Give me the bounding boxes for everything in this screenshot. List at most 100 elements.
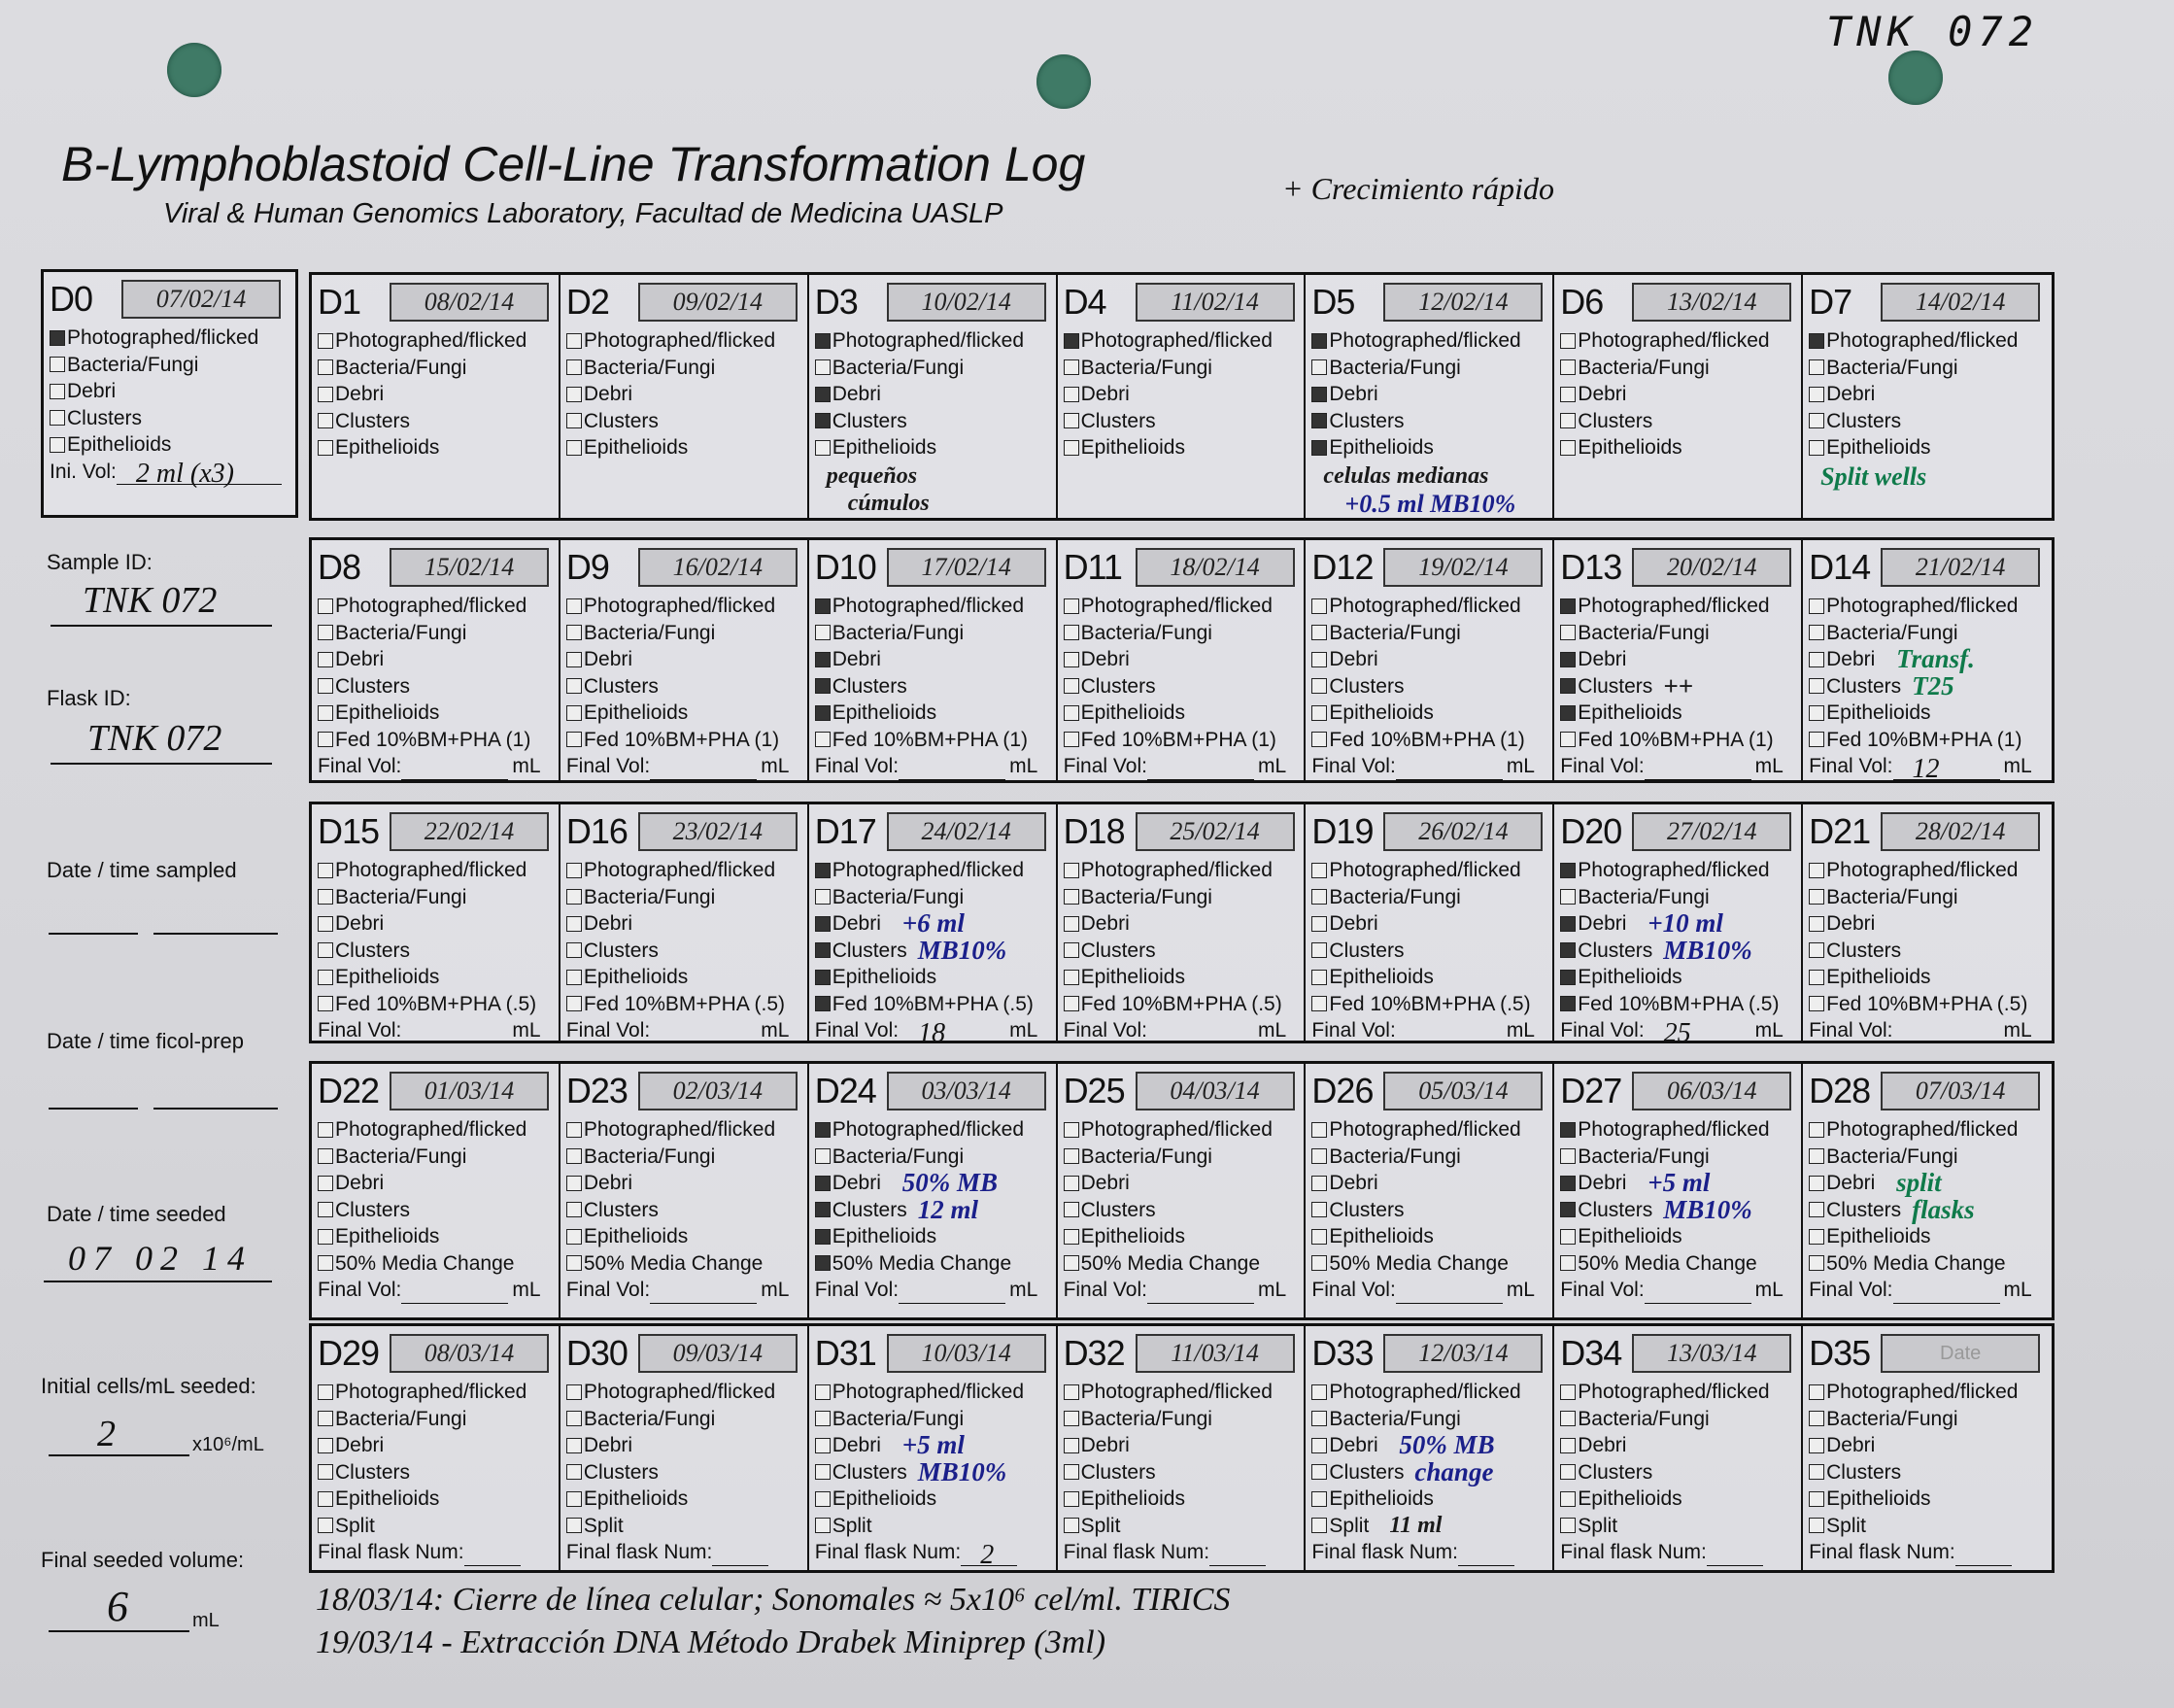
checklist-item[interactable]: Epithelioids bbox=[814, 434, 1052, 461]
final-input[interactable] bbox=[1209, 1548, 1267, 1566]
checklist-item[interactable]: Bacteria/Fungi bbox=[565, 884, 803, 911]
checkbox[interactable] bbox=[1063, 625, 1079, 641]
checklist-item[interactable]: Bacteria/Fungi bbox=[1311, 1406, 1548, 1433]
checkbox[interactable] bbox=[1560, 625, 1577, 641]
checklist-item[interactable]: Debri bbox=[1063, 1432, 1301, 1459]
checked-checkbox[interactable] bbox=[1560, 996, 1577, 1012]
checklist-item[interactable]: Bacteria/Fungi bbox=[814, 1406, 1052, 1433]
checkbox[interactable] bbox=[1311, 969, 1328, 985]
checkbox[interactable] bbox=[814, 1411, 831, 1427]
checklist-item[interactable]: Bacteria/Fungi bbox=[50, 352, 291, 379]
checklist-item[interactable]: Clusters bbox=[1063, 938, 1301, 965]
checklist-item[interactable]: Split bbox=[1809, 1513, 2048, 1540]
checked-checkbox[interactable] bbox=[1560, 969, 1577, 985]
checklist-item[interactable]: Bacteria/Fungi bbox=[1063, 620, 1301, 647]
final-input[interactable] bbox=[650, 1026, 757, 1042]
checklist-item[interactable]: Clusters bbox=[1809, 938, 2048, 965]
checklist-item[interactable]: Fed 10%BM+PHA (1) bbox=[565, 727, 803, 754]
checkbox[interactable] bbox=[1063, 1255, 1079, 1272]
checklist-item[interactable]: Debri bbox=[50, 378, 291, 405]
final-input[interactable] bbox=[1147, 1026, 1254, 1042]
checkbox[interactable] bbox=[814, 1490, 831, 1507]
checklist-item[interactable]: Debri bbox=[565, 646, 803, 673]
checklist-item[interactable]: Photographed/flicked bbox=[814, 857, 1052, 884]
checkbox[interactable] bbox=[1809, 678, 1825, 695]
checklist-item[interactable]: Photographed/flicked bbox=[565, 1379, 803, 1406]
initial-volume-value[interactable]: 2 ml (x3) bbox=[135, 459, 234, 489]
checkbox[interactable] bbox=[1560, 889, 1577, 905]
checklist-item[interactable]: Debri bbox=[1311, 646, 1548, 673]
checkbox[interactable] bbox=[1063, 439, 1079, 456]
checkbox[interactable] bbox=[565, 969, 582, 985]
checkbox[interactable] bbox=[565, 862, 582, 878]
checklist-item[interactable]: Fed 10%BM+PHA (.5) bbox=[1311, 991, 1548, 1018]
checklist-item[interactable]: Bacteria/Fungi bbox=[1311, 1144, 1548, 1171]
checklist-item[interactable]: Debri bbox=[1809, 646, 2048, 673]
checklist-item[interactable]: Clusters bbox=[565, 673, 803, 700]
checklist-item[interactable]: Debri bbox=[1809, 1170, 2048, 1197]
checklist-item[interactable]: Epithelioids bbox=[814, 1486, 1052, 1513]
checkbox[interactable] bbox=[814, 732, 831, 748]
checklist-item[interactable]: Split bbox=[318, 1513, 555, 1540]
checkbox[interactable] bbox=[565, 598, 582, 614]
final-input[interactable] bbox=[401, 1285, 509, 1304]
date-field[interactable]: 01/03/14 bbox=[390, 1072, 549, 1110]
checklist-item[interactable]: Bacteria/Fungi bbox=[565, 1406, 803, 1433]
checked-checkbox[interactable] bbox=[1311, 413, 1328, 429]
checkbox[interactable] bbox=[1809, 413, 1825, 429]
checkbox[interactable] bbox=[1311, 862, 1328, 878]
checklist-item[interactable]: Photographed/flicked bbox=[1311, 1116, 1548, 1144]
checkbox[interactable] bbox=[318, 1148, 333, 1165]
checkbox[interactable] bbox=[565, 1383, 582, 1400]
final-input[interactable] bbox=[401, 1026, 508, 1042]
checkbox[interactable] bbox=[565, 678, 582, 695]
date-field[interactable]: 12/02/14 bbox=[1383, 283, 1544, 322]
date-field[interactable]: 19/02/14 bbox=[1383, 548, 1544, 587]
checkbox[interactable] bbox=[1560, 386, 1577, 402]
checklist-item[interactable]: Clusters bbox=[1311, 1459, 1548, 1486]
checklist-item[interactable]: Epithelioids bbox=[1560, 700, 1797, 727]
date-field[interactable]: 27/02/14 bbox=[1632, 812, 1792, 851]
date-field[interactable]: 08/03/14 bbox=[390, 1334, 549, 1373]
checklist-item[interactable]: 50% Media Change bbox=[1063, 1250, 1301, 1278]
checked-checkbox[interactable] bbox=[1809, 332, 1825, 349]
checklist-item[interactable]: Fed 10%BM+PHA (.5) bbox=[1063, 991, 1301, 1018]
checkbox[interactable] bbox=[1809, 1202, 1825, 1218]
checklist-item[interactable]: Epithelioids bbox=[1311, 1486, 1548, 1513]
checked-checkbox[interactable] bbox=[1560, 915, 1577, 932]
checklist-item[interactable]: Epithelioids bbox=[1063, 964, 1301, 991]
checklist-item[interactable]: Debri bbox=[1063, 1170, 1301, 1197]
checkbox[interactable] bbox=[1809, 732, 1825, 748]
checklist-item[interactable]: Photographed/flicked bbox=[814, 327, 1052, 355]
checkbox[interactable] bbox=[565, 1202, 582, 1218]
checkbox[interactable] bbox=[1560, 1228, 1577, 1245]
checkbox[interactable] bbox=[565, 439, 582, 456]
checkbox[interactable] bbox=[565, 1228, 582, 1245]
checklist-item[interactable]: Photographed/flicked bbox=[318, 593, 555, 620]
checkbox[interactable] bbox=[1063, 1518, 1079, 1534]
checklist-item[interactable]: Debri bbox=[814, 1432, 1052, 1459]
checkbox[interactable] bbox=[1809, 969, 1825, 985]
date-field[interactable]: 03/03/14 bbox=[886, 1072, 1046, 1110]
checkbox[interactable] bbox=[1311, 996, 1328, 1012]
checklist-item[interactable]: Clusters bbox=[1809, 1197, 2048, 1224]
checklist-item[interactable]: Debri bbox=[1063, 910, 1301, 938]
checklist-item[interactable]: Bacteria/Fungi bbox=[814, 355, 1052, 382]
date-field[interactable]: 04/03/14 bbox=[1135, 1072, 1295, 1110]
final-input[interactable] bbox=[1396, 1026, 1503, 1042]
checkbox[interactable] bbox=[1063, 678, 1079, 695]
final-input[interactable] bbox=[1954, 1548, 2012, 1566]
checkbox[interactable] bbox=[318, 651, 333, 667]
checklist-item[interactable]: Epithelioids bbox=[814, 1223, 1052, 1250]
checked-checkbox[interactable] bbox=[1560, 1175, 1577, 1191]
checklist-item[interactable]: Epithelioids bbox=[318, 1223, 555, 1250]
checked-checkbox[interactable] bbox=[1063, 332, 1079, 349]
checklist-item[interactable]: Clusters bbox=[814, 673, 1052, 700]
checked-checkbox[interactable] bbox=[814, 862, 831, 878]
checkbox[interactable] bbox=[565, 732, 582, 748]
checklist-item[interactable]: Fed 10%BM+PHA (1) bbox=[1560, 727, 1797, 754]
checklist-item[interactable]: Photographed/flicked bbox=[565, 1116, 803, 1144]
checkbox[interactable] bbox=[565, 1255, 582, 1272]
checklist-item[interactable]: Clusters bbox=[1063, 1197, 1301, 1224]
checkbox[interactable] bbox=[1311, 889, 1328, 905]
